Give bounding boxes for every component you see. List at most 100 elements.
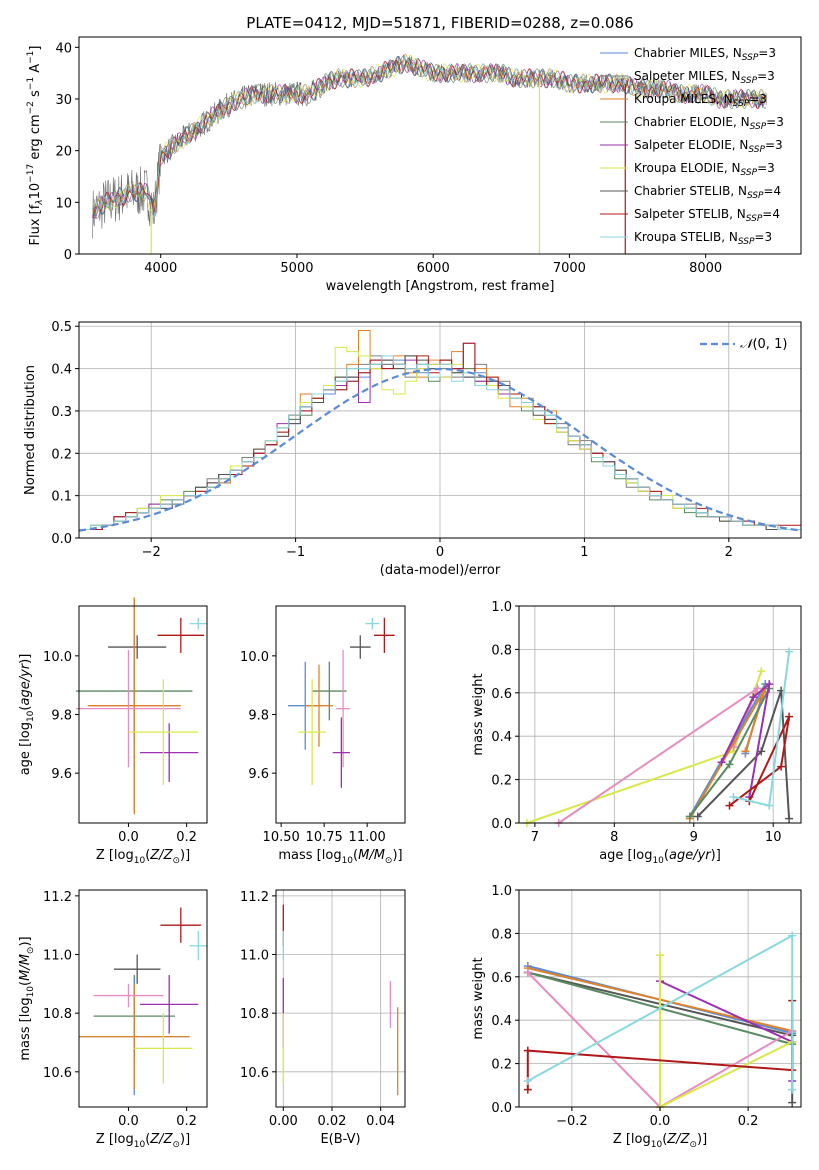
errorbar-point [140,975,199,1034]
x-tick-label: 8 [610,830,618,845]
y-tick-label: 10.0 [43,650,72,665]
x-axis-label: mass [log10(M/M⊙)] [278,848,402,866]
y-axis-label: Flux [fλ10−17 erg cm−2 s−1 A−1] [26,46,45,246]
y-tick-label: 10.8 [240,1007,269,1022]
x-tick-label: 0.02 [318,1114,347,1129]
axes-frame [78,321,802,539]
model-spectrum-line [92,54,767,214]
weight-marker [741,747,750,756]
x-tick-label: 0.2 [176,830,197,845]
x-axis-label: E(B-V) [320,1132,360,1147]
y-tick-label: 10 [55,196,72,211]
y-tick-label: 0.8 [491,643,512,658]
weight-marker [693,812,702,821]
y-axis-label: mass weight [471,957,486,1039]
y-tick-label: 0.0 [491,817,512,832]
errorbar-point [332,717,350,788]
y-tick-label: 0.4 [51,363,72,378]
x-axis-label: age [log10(age/yr)] [599,848,721,866]
y-tick-label: 9.6 [248,767,269,782]
errorbar-point [160,907,202,943]
weight-marker [717,758,726,767]
axes-frame [275,889,406,1108]
y-tick-label: 9.8 [248,709,269,724]
errorbar-point [93,983,164,1008]
y-tick-label: 30 [55,93,72,108]
y-tick-label: 0.8 [491,927,512,942]
y-axis-label: mass weight [471,673,486,755]
weight-line [696,690,791,819]
x-tick-label: 6000 [417,261,450,276]
y-tick-label: 0.3 [51,405,72,420]
y-tick-label: 0.5 [51,320,72,335]
axes-frame [78,605,208,824]
axes-frame [518,889,802,1108]
legend-entry: Salpeter STELIB, NSSP=4 [634,207,780,224]
plot-area [523,931,797,1111]
model-spectrum-line [92,55,767,219]
errorbar-point [134,1013,193,1084]
y-tick-label: 11.0 [240,949,269,964]
errorbar-point [87,597,181,815]
errorbar-point [298,679,326,785]
x-tick-label: 1 [580,545,588,560]
model-spectrum-line [92,56,767,219]
weight-marker [749,693,758,702]
weight-line [526,670,763,824]
weight-marker [656,951,664,960]
y-tick-label: 0.0 [491,1101,512,1116]
plot-area [76,597,207,815]
axes-frame [518,605,802,824]
axes-frame [78,889,208,1108]
y-tick-label: 0 [64,248,72,263]
weight-marker [788,931,797,940]
errorbar-point [336,649,350,768]
plot-area [79,907,207,1096]
weight-line [728,716,791,807]
panel-residuals: −2 −1 0 1 2 0.0 0.1 0.2 0.3 0.4 0.5 𝒩(0, 1) (data-mo… [23,320,802,578]
y-tick-label: 10.0 [240,650,269,665]
y-tick-label: 10.6 [240,1066,269,1081]
y-tick-label: 11.2 [240,890,269,905]
weight-marker [685,812,694,821]
y-tick-label: 0.6 [491,971,512,986]
x-axis-label: Z [log10(Z/Z⊙)] [96,848,190,866]
y-tick-label: 0.1 [51,490,72,505]
axes-frame [275,605,406,824]
panel-Z_vs_mass: 0.0 0.2 10.6 10.8 11.0 11.2 Z [log10(Z/Z⊙)] mas… [18,889,208,1150]
x-axis-label: (data-model)/error [380,563,501,578]
x-tick-label: 9 [690,830,698,845]
weight-marker [523,1076,532,1085]
legend-entry: 𝒩(0, 1) [740,337,787,352]
x-tick-label: 7 [531,830,539,845]
x-tick-label: 10 [765,830,782,845]
y-axis-label: age [log10(age/yr)] [18,654,36,776]
y-tick-label: 9.8 [51,709,72,724]
panel-Z_vs_weight: −0.2 0.0 0.2 0.0 0.2 0.4 0.6 0.8 1.0 Z [log10(Z/Z… [471,884,802,1150]
y-tick-label: 11.0 [43,949,72,964]
x-tick-label: −0.2 [556,1114,588,1129]
y-tick-label: 11.2 [43,890,72,905]
panel-ebv_vs_mass: 0.00 0.02 0.04 10.6 10.8 11.0 11.2 E(B-V) [240,889,406,1147]
y-tick-label: 0.2 [491,1058,512,1073]
x-tick-label: 0.00 [269,1114,298,1129]
weight-marker [725,760,734,769]
panel-mass_vs_age: 10.50 10.75 11.00 9.6 9.8 10.0 mass [log10(M/M… [240,605,406,866]
plot-area [92,53,767,254]
x-tick-label: 11.00 [349,830,386,845]
weight-marker [785,814,794,823]
x-tick-label: 10.50 [263,830,300,845]
legend-entry: Chabrier STELIB, NSSP=4 [634,184,781,201]
y-tick-label: 0.4 [491,1014,512,1029]
weight-marker [725,801,734,810]
y-tick-label: 0.2 [491,774,512,789]
x-tick-label: 4000 [144,261,177,276]
weight-marker [777,762,786,771]
weight-marker [523,968,532,977]
y-tick-label: 1.0 [491,884,512,899]
errorbar-point [128,679,199,785]
plot-area [288,617,395,788]
x-tick-label: 7000 [553,261,586,276]
panel-age_vs_weight: 7 8 9 10 0.0 0.2 0.4 0.6 0.8 1.0 age [log10(age/yr… [471,600,802,866]
